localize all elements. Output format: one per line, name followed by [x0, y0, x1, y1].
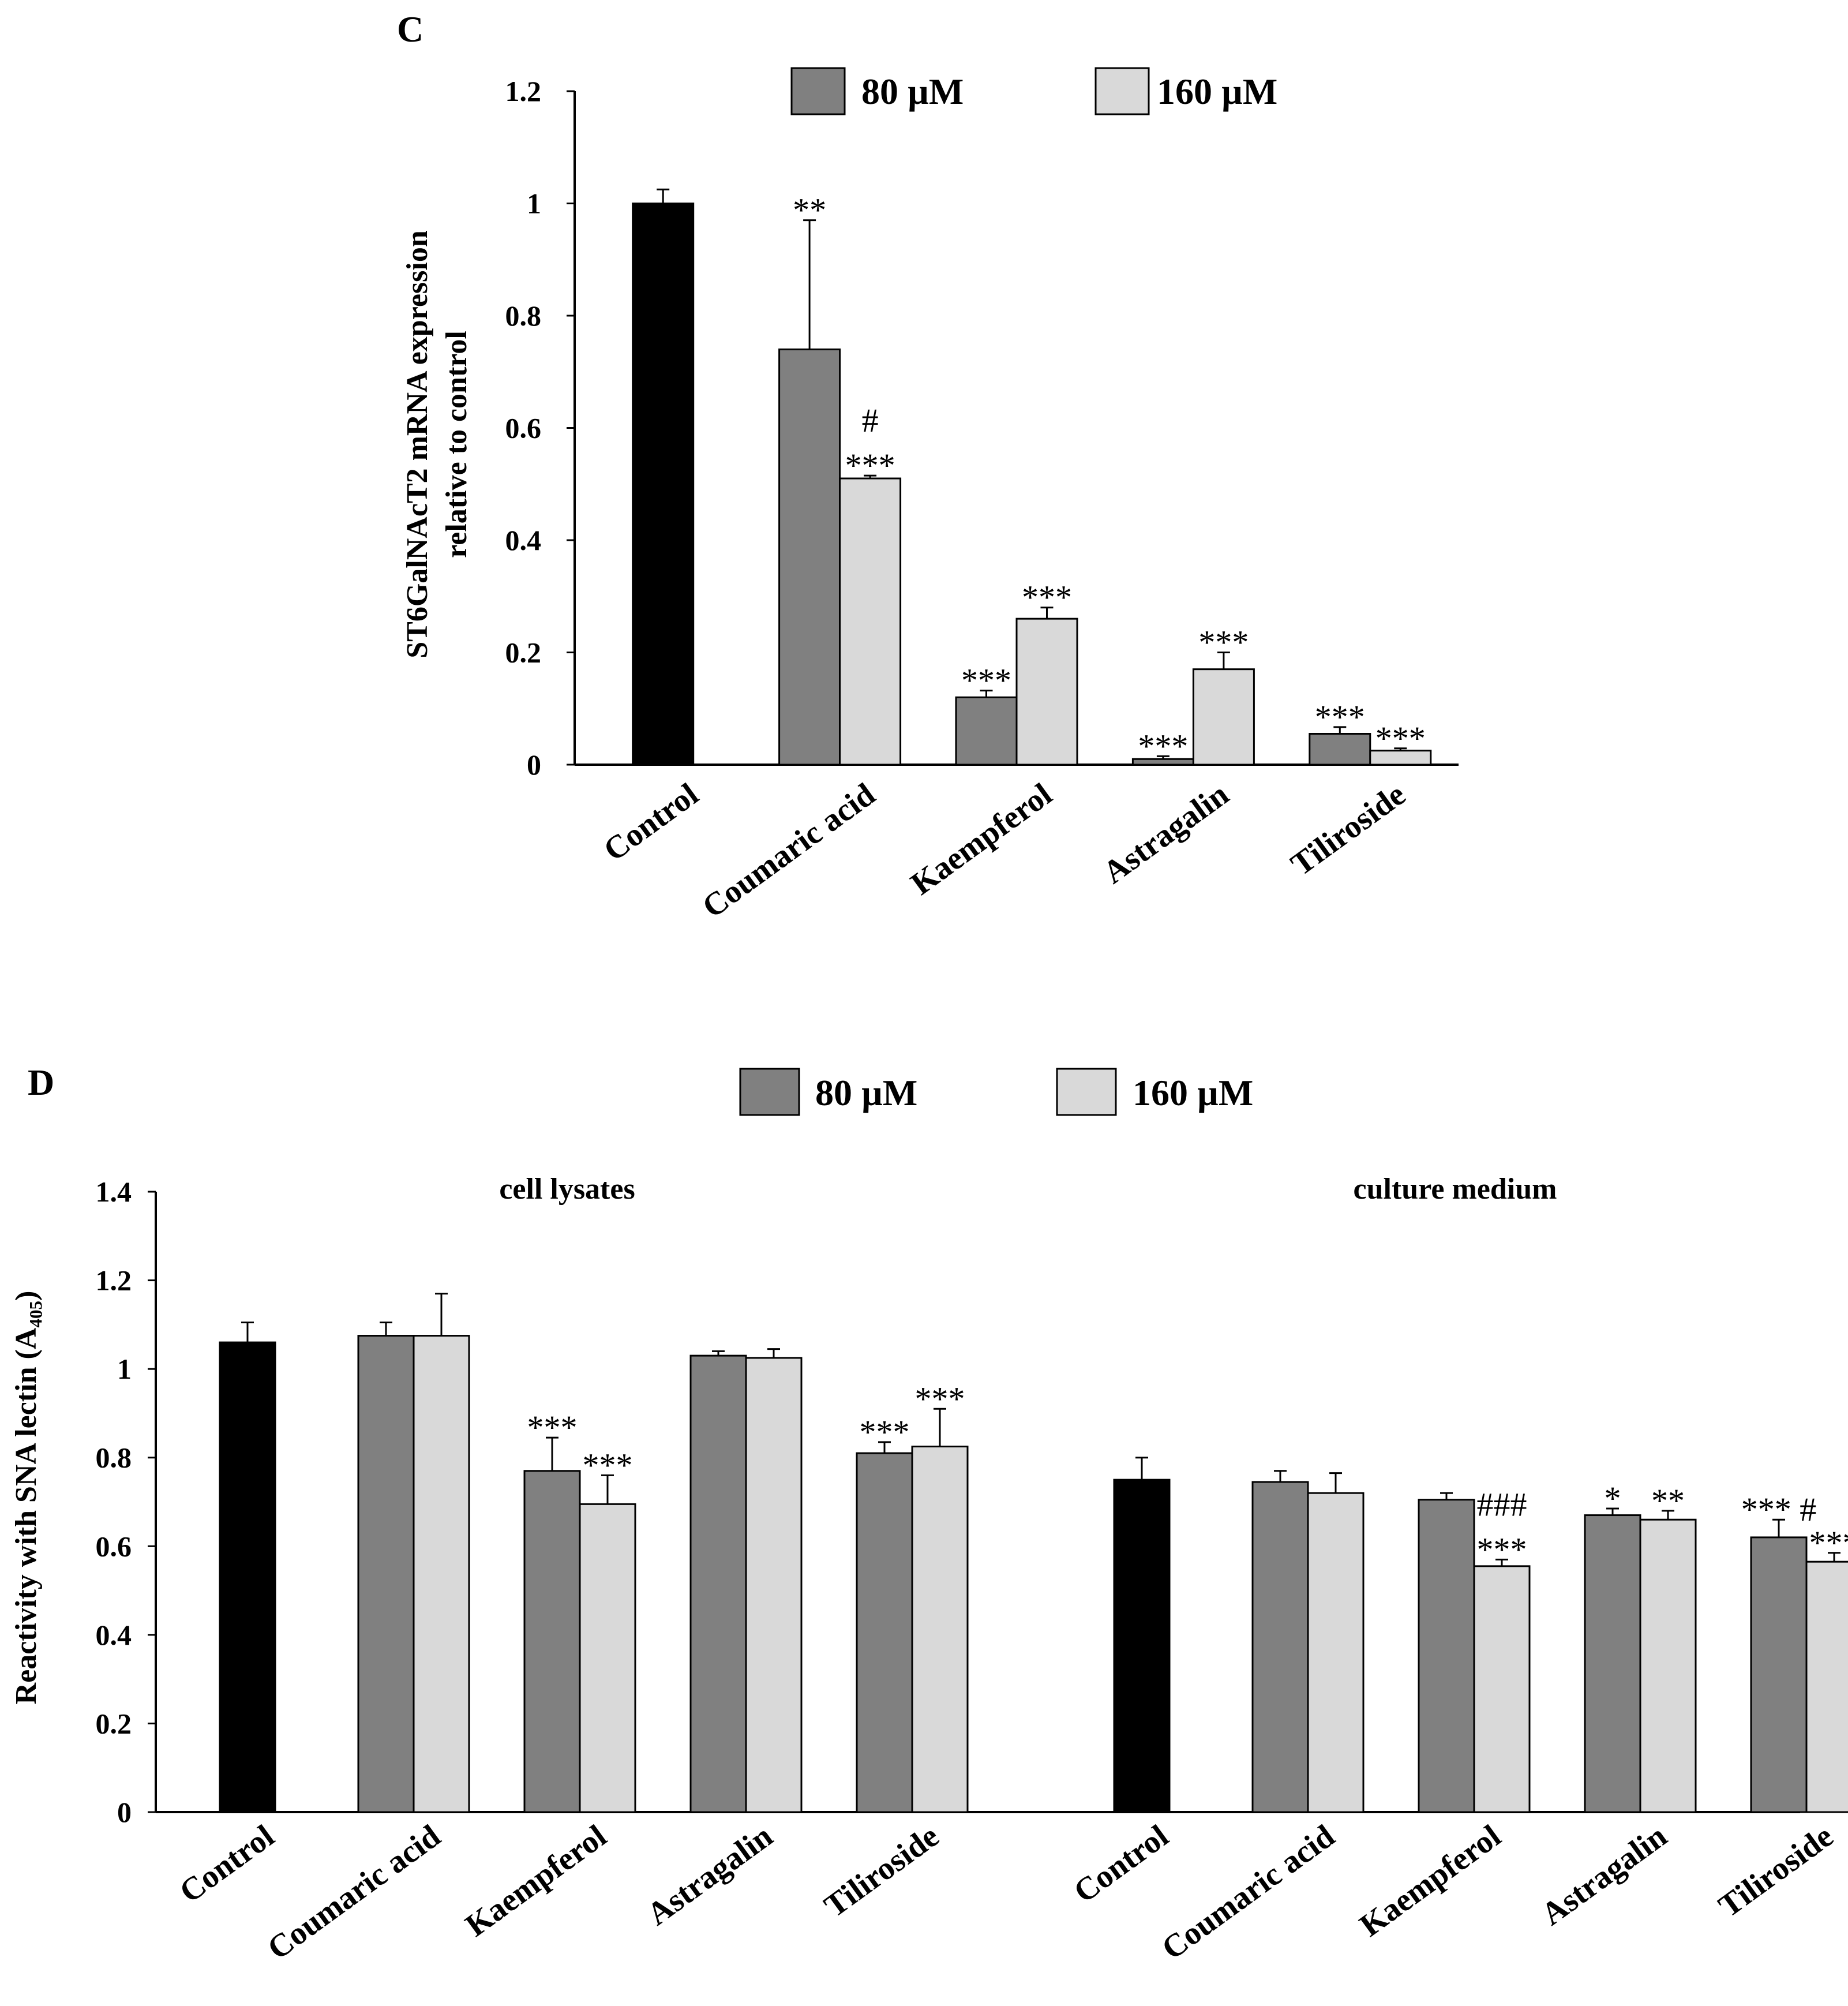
panel-d-group-title-0: cell lysates	[499, 1173, 635, 1206]
panel-d-legend-160-label: 160 µM	[1133, 1072, 1253, 1113]
panel-c-bar-1-2	[1015, 617, 1078, 766]
panel-c-ytick-label: 0.2	[505, 637, 542, 669]
panel-d-ytick-label: 0.6	[96, 1530, 132, 1562]
panel-c-category-label: Astragalin	[1097, 776, 1235, 890]
panel-c-legend-160-label: 160 µM	[1157, 71, 1277, 112]
panel-d-annotation-1-1-4-0: ***	[1809, 1524, 1848, 1562]
panel-d-bar-0-1-1	[413, 1335, 470, 1813]
panel-d-ytick-label: 0.2	[96, 1707, 132, 1739]
panel-d-group-title-1: culture medium	[1354, 1173, 1557, 1206]
panel-d-ytick-label: 0	[117, 1796, 132, 1828]
panel-c-annotation-1-3-0: ***	[1198, 624, 1249, 661]
panel-d-bar-1-1-2	[1473, 1565, 1531, 1813]
panel-d-legend-80-label: 80 µM	[815, 1072, 917, 1113]
panel-c-legend-swatch-80	[790, 67, 846, 115]
panel-c-legend: 80 µM 160 µM	[790, 67, 1277, 115]
panel-c-ytick-label: 1.2	[505, 75, 542, 107]
panel-d-annotation-0-1-2-0: ***	[583, 1446, 633, 1484]
panel-d-category-label: Kaempferol	[1354, 1818, 1508, 1944]
panel-d-category-label: Coumaric acid	[261, 1818, 447, 1967]
panel-c-annotation-0-1-0: **	[793, 192, 826, 229]
panel-d-bar-1-1-3	[1639, 1518, 1697, 1813]
panel-d-bar-0-0-3	[689, 1354, 747, 1813]
panel-d-bar-1-0-2	[1418, 1499, 1475, 1813]
panel-c-annotation-1-4-0: ***	[1375, 720, 1426, 757]
panel-c-ytick-label: 1	[527, 188, 541, 220]
panel-d-ytick-label: 0.8	[96, 1442, 132, 1474]
panel-d-bar-1-0-3	[1584, 1514, 1641, 1813]
panel-d-bar-0-1-2	[579, 1503, 636, 1813]
panel-d-annotation-1-1-3-0: **	[1651, 1482, 1685, 1520]
panel-c-bar-1-3	[1192, 668, 1255, 766]
panel-d-bar-0-1-3	[745, 1357, 803, 1813]
panel-d-category-label: Kaempferol	[459, 1818, 613, 1944]
panel-c-bar-1-1	[839, 477, 902, 766]
panel-d-legend: 80 µM 160 µM	[739, 1068, 1253, 1116]
panel-d-bar-1-0-1	[1251, 1481, 1309, 1813]
panel-d-annotation-0-0-4-0: ***	[860, 1413, 910, 1451]
panel-d-plot: 00.20.40.60.811.21.4 cell lysatesControlC…	[96, 1173, 1848, 1967]
panel-d-annotation-1-1-2-1: ***	[1477, 1530, 1527, 1568]
panel-d-bar-0-0-2	[523, 1470, 581, 1813]
panel-d-ylabel: Reactivity with SNA lectin (A₄₀₅)	[10, 1291, 43, 1705]
panel-c-ytick-label: 0.8	[505, 300, 542, 332]
panel-d-ytick-label: 1	[117, 1353, 132, 1385]
panel-d-bar-1-0-4	[1750, 1536, 1808, 1813]
panel-d-bar-control-1	[1113, 1479, 1171, 1813]
panel-c-annotation-0-2-0: ***	[961, 662, 1011, 699]
panel-d-annotation-0-1-4-0: ***	[915, 1380, 965, 1417]
panel-c-bar-0-2	[955, 696, 1018, 766]
panel-d-bar-0-1-4	[911, 1446, 969, 1813]
panel-d-category-label: Coumaric acid	[1156, 1818, 1341, 1967]
panel-d-category-label: Control	[1067, 1818, 1175, 1910]
panel-c-annotation-1-1-0: #	[862, 402, 879, 439]
panel-c-bar-control	[632, 203, 695, 766]
panel-c-ytick-label: 0.4	[505, 524, 542, 556]
panel-d-legend-swatch-80	[739, 1068, 800, 1116]
panel-d-bar-0-0-1	[357, 1335, 415, 1813]
panel-c-annotation-0-3-0: ***	[1138, 727, 1188, 765]
panel-c-category-label: Tiliroside	[1284, 776, 1412, 882]
panel-d-category-label: Astragalin	[1535, 1818, 1673, 1932]
panel-d-category-label: Tiliroside	[1712, 1818, 1840, 1924]
panel-c-legend-80-label: 80 µM	[861, 71, 964, 112]
panel-d-annotation-1-0-4-0: *** #	[1741, 1491, 1817, 1528]
panel-c-annotation-1-1-1: ***	[845, 447, 895, 484]
panel-c-category-label: Coumaric acid	[696, 776, 882, 925]
panel-c-bar-0-1	[778, 348, 841, 766]
panel-d-bar-1-1-4	[1805, 1560, 1848, 1813]
panel-c-ylabel-line2: relative to control	[440, 331, 473, 558]
panel-d-annotation-0-0-2-0: ***	[527, 1409, 578, 1446]
panel-c-bar-0-4	[1309, 733, 1371, 766]
panel-d-category-label: Astragalin	[640, 1818, 779, 1932]
panel-d-ytick-label: 1.4	[96, 1176, 132, 1208]
panel-c-annotation-0-4-0: ***	[1315, 698, 1365, 736]
panel-d-bar-control-0	[219, 1341, 276, 1813]
panel-c-category-label: Control	[597, 776, 705, 868]
panel-c-annotation-1-2-0: ***	[1022, 579, 1072, 616]
panel-c-ylabel-line1: ST6GalNAcT2 mRNA expression	[401, 230, 434, 658]
panel-c-y-axis-title: ST6GalNAcT2 mRNA expression relative to …	[401, 230, 473, 658]
panel-c-category-label: Kaempferol	[905, 776, 1059, 902]
panel-d-legend-swatch-160	[1056, 1068, 1117, 1116]
panel-d-annotation-1-0-3-0: *	[1605, 1480, 1621, 1517]
panel-c-label: C	[397, 9, 423, 50]
panel-d-bar-1-1-1	[1307, 1492, 1365, 1813]
panel-c-ytick-label: 0.6	[505, 412, 542, 444]
panel-d-category-label: Tiliroside	[818, 1818, 946, 1924]
panel-d-category-label: Control	[173, 1818, 281, 1910]
panel-c-legend-swatch-160	[1094, 67, 1150, 115]
panel-c-ytick-label: 0	[527, 748, 541, 781]
panel-d-label: D	[28, 1062, 54, 1103]
panel-d-ytick-label: 0.4	[96, 1619, 132, 1651]
panel-d-ytick-label: 1.2	[96, 1264, 132, 1297]
panel-d-bar-0-0-4	[856, 1452, 913, 1813]
panel-d-annotation-1-1-2-0: ###	[1477, 1485, 1527, 1523]
